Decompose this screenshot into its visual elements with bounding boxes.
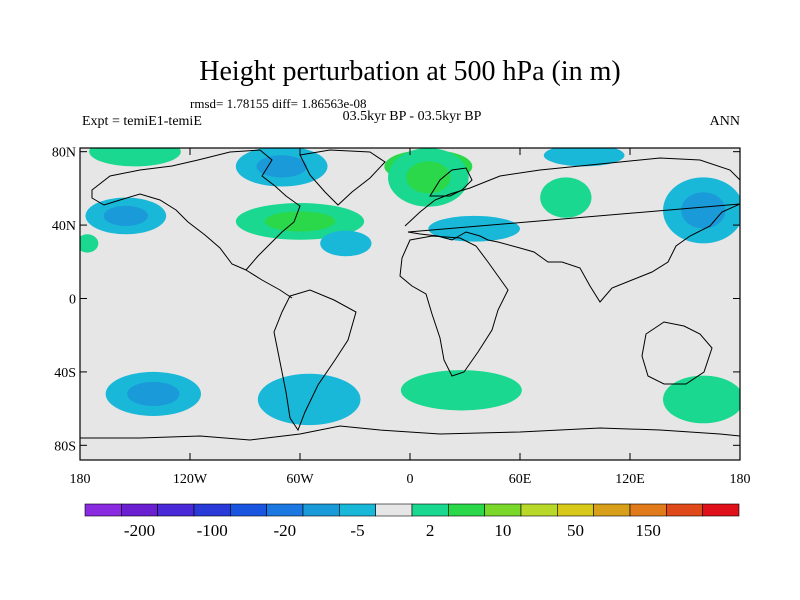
colorbar-swatch [484, 503, 522, 517]
colorbar-label: -100 [197, 521, 228, 540]
colorbar-swatch [157, 503, 195, 517]
anomaly-greenland-trough-core [256, 155, 307, 178]
colorbar-swatch [302, 503, 340, 517]
colorbar-swatch [629, 503, 667, 517]
anomaly-east-europe-trough [428, 215, 520, 242]
south-america-coast [273, 289, 357, 432]
lat-tick-label: 40N [52, 219, 76, 234]
scandinavia-coast [429, 167, 473, 197]
colorbar-swatch [411, 503, 449, 517]
colorbar-swatch [266, 503, 304, 517]
colorbar-label: -20 [273, 521, 296, 540]
colorbar [84, 503, 740, 517]
lon-tick-label: 60W [286, 472, 314, 487]
anomaly-south-indian-ridge [663, 375, 740, 424]
anomaly-north-atlantic-ridge-core [264, 211, 336, 232]
colorbar-swatch [121, 503, 158, 517]
experiment-label: Expt = temiE1-temiE [82, 114, 202, 129]
period-label: 03.5kyr BP - 03.5kyr BP [343, 109, 482, 124]
colorbar-label: 150 [635, 521, 661, 540]
anomaly-siberia-arctic-trough [543, 148, 625, 167]
anomaly-north-pacific-pos-west [89, 148, 181, 167]
australia-coast [641, 321, 713, 385]
colorbar-swatch [666, 503, 703, 517]
lon-tick-label: 180 [70, 472, 91, 487]
anomaly-mid-atlantic-trough [320, 230, 372, 257]
colorbar-swatch [557, 503, 594, 517]
anomaly-south-africa-ridge [400, 370, 522, 411]
anomaly-east-asia-trough-core [681, 192, 726, 229]
anomaly-south-pacific-trough-core [127, 381, 180, 407]
colorbar-swatch [702, 503, 740, 517]
lat-tick-label: 0 [69, 292, 76, 307]
lat-tick-label: 80S [54, 439, 76, 454]
central-america-coast [245, 269, 293, 299]
lon-tick-label: 120E [615, 472, 645, 487]
coastlines [80, 149, 740, 441]
colorbar-labels: -200 -100 -20 -5 2 10 50 150 [124, 521, 661, 540]
lon-tick-label: 60E [509, 472, 532, 487]
colorbar-swatch [84, 503, 122, 517]
colorbar-swatch [593, 503, 631, 517]
colorbar-swatch [448, 503, 485, 517]
colorbar-swatch [193, 503, 231, 517]
lat-tick-label: 80N [52, 146, 76, 161]
colorbar-label: -5 [350, 521, 364, 540]
colorbar-swatch [230, 503, 267, 517]
colorbar-label: 2 [426, 521, 435, 540]
map-title: Height perturbation at 500 hPa (in m) [199, 56, 620, 87]
colorbar-swatch [339, 503, 376, 517]
africa-coast [399, 235, 509, 377]
colorbar-label: 10 [494, 521, 511, 540]
lat-tick-label: 40S [54, 366, 76, 381]
lon-tick-label: 0 [407, 472, 414, 487]
lon-tick-label: 180 [730, 472, 751, 487]
colorbar-swatch [520, 503, 558, 517]
colorbar-label: -200 [124, 521, 155, 540]
anomaly-gulf-of-alaska-trough-core [103, 205, 149, 226]
colorbar-swatch [375, 503, 413, 517]
colorbar-label: 50 [567, 521, 584, 540]
anomaly-europe-ridge-core [406, 161, 451, 194]
anomaly-south-atlantic-trough [257, 373, 361, 426]
greenland-coast [299, 149, 386, 206]
latitude-axis: 80N 40N 0 40S 80S [52, 146, 740, 454]
anomaly-field [80, 148, 740, 426]
antarctica-coast [80, 425, 740, 441]
north-america-coast [91, 149, 301, 271]
anomaly-north-pacific-edge-pos [80, 234, 99, 253]
longitude-axis: 180 120W 60W 0 60E 120E 180 [70, 148, 751, 487]
eurasia-coast [404, 157, 740, 303]
season-label: ANN [710, 114, 740, 129]
stats-label: rmsd= 1.78155 diff= 1.86563e-08 [190, 96, 367, 111]
anomaly-central-asia-ridge [540, 177, 592, 218]
lon-tick-label: 120W [173, 472, 208, 487]
